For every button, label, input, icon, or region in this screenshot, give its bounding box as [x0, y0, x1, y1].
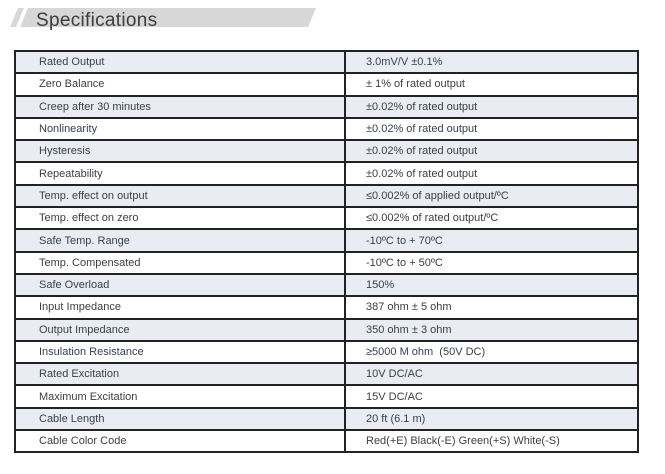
spec-label-cell: Cable Color Code	[14, 429, 346, 454]
spec-label-cell: Repeatability	[14, 161, 346, 186]
spec-value-cell: 15V DC/AC	[344, 384, 639, 409]
table-row: Rated Output 3.0mV/V ±0.1%	[14, 49, 639, 75]
table-row: Nonlinearity ±0.02% of rated output	[14, 116, 639, 142]
spec-value-cell: -10ºC to + 50ºC	[344, 250, 639, 275]
table-row: Temp. Compensated -10ºC to + 50ºC	[14, 250, 639, 275]
page-title: Specifications	[36, 10, 158, 31]
spec-label-cell: Zero Balance	[14, 72, 346, 97]
table-row: Temp. effect on zero ≤0.002% of rated out…	[14, 206, 639, 231]
spec-value-cell: -10ºC to + 70ºC	[344, 228, 639, 253]
spec-value-cell: ≤0.002% of rated output/ºC	[344, 206, 639, 231]
spec-value-cell: 150%	[344, 272, 639, 298]
spec-value-cell: ≥5000 M ohm (50V DC)	[344, 339, 639, 365]
table-row: Temp. effect on output ≤0.002% of applied…	[14, 183, 639, 209]
table-row: Cable Length 20 ft (6.1 m)	[14, 406, 639, 432]
table-row: Rated Excitation 10V DC/AC	[14, 362, 639, 387]
table-row: Hysteresis ±0.02% of rated output	[14, 139, 639, 164]
spec-label-cell: Maximum Excitation	[14, 384, 346, 409]
specifications-table-body: Rated Output 3.0mV/V ±0.1% Zero Balance ± 1…	[14, 49, 639, 454]
spec-label-cell: Input Impedance	[14, 295, 346, 320]
spec-value-cell: ±0.02% of rated output	[344, 139, 639, 164]
specifications-table: Rated Output 3.0mV/V ±0.1% Zero Balance ± 1…	[14, 49, 639, 454]
section-title: Specifications	[10, 8, 330, 36]
table-row: Safe Overload 150%	[14, 272, 639, 298]
spec-label-cell: Cable Length	[14, 406, 346, 432]
spec-value-cell: 3.0mV/V ±0.1%	[344, 49, 639, 75]
spec-value-cell: 387 ohm ± 5 ohm	[344, 295, 639, 320]
table-row: Repeatability ±0.02% of rated output	[14, 161, 639, 186]
spec-value-cell: ±0.02% of rated output	[344, 161, 639, 186]
table-row: Insulation Resistance ≥5000 M ohm (50V DC…	[14, 339, 639, 365]
spec-label-cell: Rated Excitation	[14, 362, 346, 387]
spec-label-cell: Temp. Compensated	[14, 250, 346, 275]
spec-value-cell: 350 ohm ± 3 ohm	[344, 317, 639, 342]
spec-value-cell: 10V DC/AC	[344, 362, 639, 387]
spec-value-cell: Red(+E) Black(-E) Green(+S) White(-S)	[344, 429, 639, 454]
table-row: Input Impedance 387 ohm ± 5 ohm	[14, 295, 639, 320]
table-row: Cable Color Code Red(+E) Black(-E) Green(…	[14, 429, 639, 454]
spec-label-cell: Safe Overload	[14, 272, 346, 298]
spec-label-cell: Safe Temp. Range	[14, 228, 346, 253]
spec-value-cell: ±0.02% of rated output	[344, 94, 639, 119]
table-row: Maximum Excitation 15V DC/AC	[14, 384, 639, 409]
spec-label-cell: Temp. effect on zero	[14, 206, 346, 231]
spec-label-cell: Hysteresis	[14, 139, 346, 164]
spec-value-cell: ± 1% of rated output	[344, 72, 639, 97]
table-row: Zero Balance ± 1% of rated output	[14, 72, 639, 97]
table-row: Safe Temp. Range -10ºC to + 70ºC	[14, 228, 639, 253]
spec-label-cell: Insulation Resistance	[14, 339, 346, 365]
spec-label-cell: Nonlinearity	[14, 116, 346, 142]
spec-value-cell: ±0.02% of rated output	[344, 116, 639, 142]
spec-label-cell: Output Impedance	[14, 317, 346, 342]
spec-value-cell: 20 ft (6.1 m)	[344, 406, 639, 432]
table-row: Creep after 30 minutes ±0.02% of rated ou…	[14, 94, 639, 119]
table-row: Output Impedance 350 ohm ± 3 ohm	[14, 317, 639, 342]
spec-value-cell: ≤0.002% of applied output/ºC	[344, 183, 639, 209]
spec-label-cell: Rated Output	[14, 49, 346, 75]
spec-label-cell: Temp. effect on output	[14, 183, 346, 209]
spec-label-cell: Creep after 30 minutes	[14, 94, 346, 119]
